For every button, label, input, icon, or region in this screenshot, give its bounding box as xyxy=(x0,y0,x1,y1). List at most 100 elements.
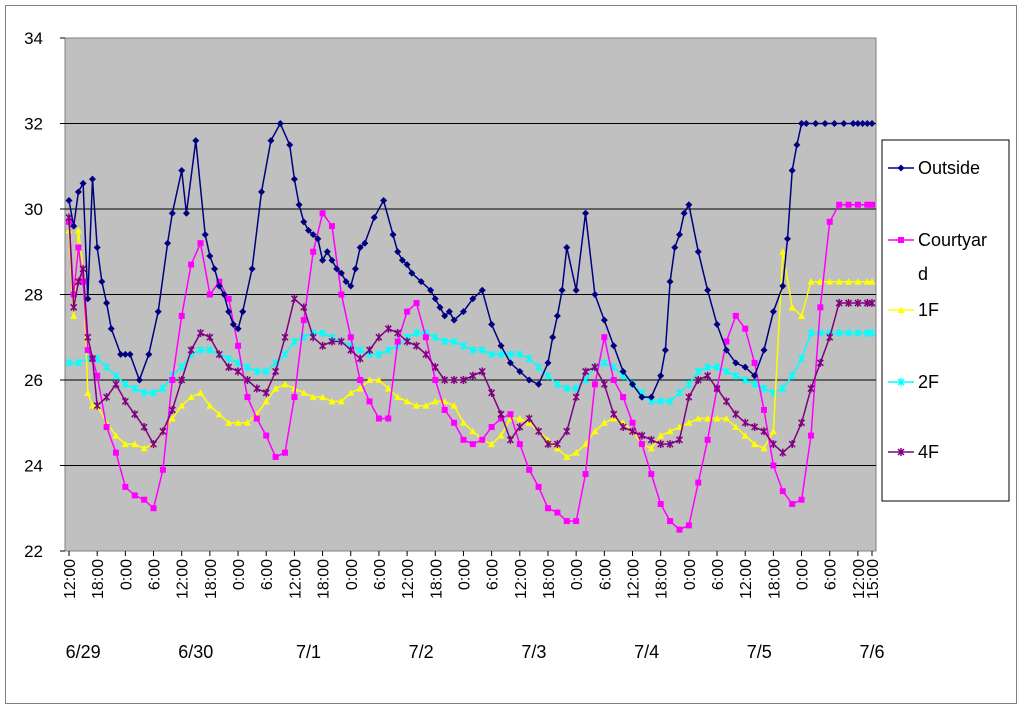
series-4f xyxy=(65,213,876,457)
x-tick-label: 18:00 xyxy=(316,559,333,599)
data-point xyxy=(131,492,138,499)
x-tick-label: 0:00 xyxy=(456,559,473,590)
gridlines xyxy=(65,123,876,466)
data-point xyxy=(290,337,298,346)
data-point xyxy=(281,350,289,359)
data-point xyxy=(835,278,843,285)
data-point xyxy=(412,328,421,337)
data-point xyxy=(897,164,905,172)
data-point xyxy=(648,471,655,478)
data-point xyxy=(361,239,369,247)
data-point xyxy=(563,518,570,525)
data-point xyxy=(591,363,599,372)
data-point xyxy=(760,406,767,413)
data-point xyxy=(149,388,158,397)
data-point xyxy=(398,256,406,264)
data-point xyxy=(685,522,692,529)
data-point xyxy=(178,167,186,175)
data-point xyxy=(826,218,833,225)
data-point xyxy=(830,120,838,127)
data-point xyxy=(488,320,496,328)
data-point xyxy=(441,337,449,346)
data-point xyxy=(178,363,186,372)
data-point xyxy=(783,235,791,243)
data-point xyxy=(854,120,862,127)
data-point xyxy=(178,312,185,319)
data-point xyxy=(478,286,486,294)
data-point xyxy=(506,435,514,444)
data-point xyxy=(375,333,383,342)
data-point xyxy=(525,414,533,423)
date-label: 7/4 xyxy=(634,642,659,662)
data-point xyxy=(84,347,91,354)
data-point xyxy=(488,424,495,431)
data-point xyxy=(506,350,514,359)
data-point xyxy=(375,350,383,359)
data-point xyxy=(80,278,87,285)
legend-entry: Courtyar d xyxy=(888,230,987,284)
x-tick-label: 12:00 xyxy=(513,559,530,599)
data-point xyxy=(394,328,402,337)
data-point xyxy=(666,427,674,435)
data-point xyxy=(192,137,200,145)
data-point xyxy=(150,505,157,512)
x-tick-label: 15:00 xyxy=(865,559,882,599)
date-label: 7/6 xyxy=(859,642,884,662)
data-point xyxy=(525,376,533,384)
data-point xyxy=(798,418,806,427)
x-tick-label: 12:00 xyxy=(626,559,643,599)
data-point xyxy=(88,402,96,409)
data-point xyxy=(563,384,571,393)
data-point xyxy=(122,483,129,490)
data-point xyxy=(103,424,110,431)
data-point xyxy=(722,414,730,422)
data-point xyxy=(79,264,87,273)
x-axis: 12:00 18:00 0:00 6:00 12:00 18:00 0:00 6:00 12:0… xyxy=(62,551,882,599)
data-point xyxy=(88,175,96,183)
data-point xyxy=(798,312,806,319)
data-point xyxy=(553,312,561,320)
x-tick-label: 12:00 xyxy=(851,559,868,599)
data-point xyxy=(666,278,674,286)
data-point xyxy=(159,384,167,393)
data-point xyxy=(84,389,92,396)
data-point xyxy=(751,359,758,366)
data-point xyxy=(680,209,688,217)
data-point xyxy=(234,419,242,426)
data-point xyxy=(258,188,266,196)
data-point xyxy=(319,341,327,350)
data-point xyxy=(286,141,294,149)
data-point xyxy=(591,427,599,435)
data-point xyxy=(638,441,645,448)
data-point xyxy=(897,306,905,313)
data-point xyxy=(328,337,336,346)
data-point xyxy=(169,377,176,383)
data-point xyxy=(478,346,486,355)
data-point xyxy=(262,397,270,405)
data-point xyxy=(450,316,458,324)
data-point xyxy=(74,226,82,234)
data-point xyxy=(836,201,843,208)
data-point xyxy=(75,244,82,251)
data-point xyxy=(798,354,806,363)
x-tick-label: 6:00 xyxy=(823,559,840,590)
data-point xyxy=(558,286,566,294)
data-point xyxy=(310,248,317,255)
x-tick-label: 12:00 xyxy=(287,559,304,599)
data-point xyxy=(243,376,251,384)
data-point xyxy=(751,423,759,432)
data-point xyxy=(74,358,82,367)
data-point xyxy=(145,350,153,358)
data-point xyxy=(826,278,834,285)
data-point xyxy=(154,308,162,316)
data-point xyxy=(666,397,674,406)
data-point xyxy=(573,518,580,525)
data-point xyxy=(229,320,237,328)
data-point xyxy=(601,334,608,341)
data-point xyxy=(666,440,674,449)
data-point xyxy=(793,141,801,149)
data-point xyxy=(450,376,458,384)
data-point xyxy=(441,312,449,320)
x-tick-label: 6:00 xyxy=(147,559,164,590)
